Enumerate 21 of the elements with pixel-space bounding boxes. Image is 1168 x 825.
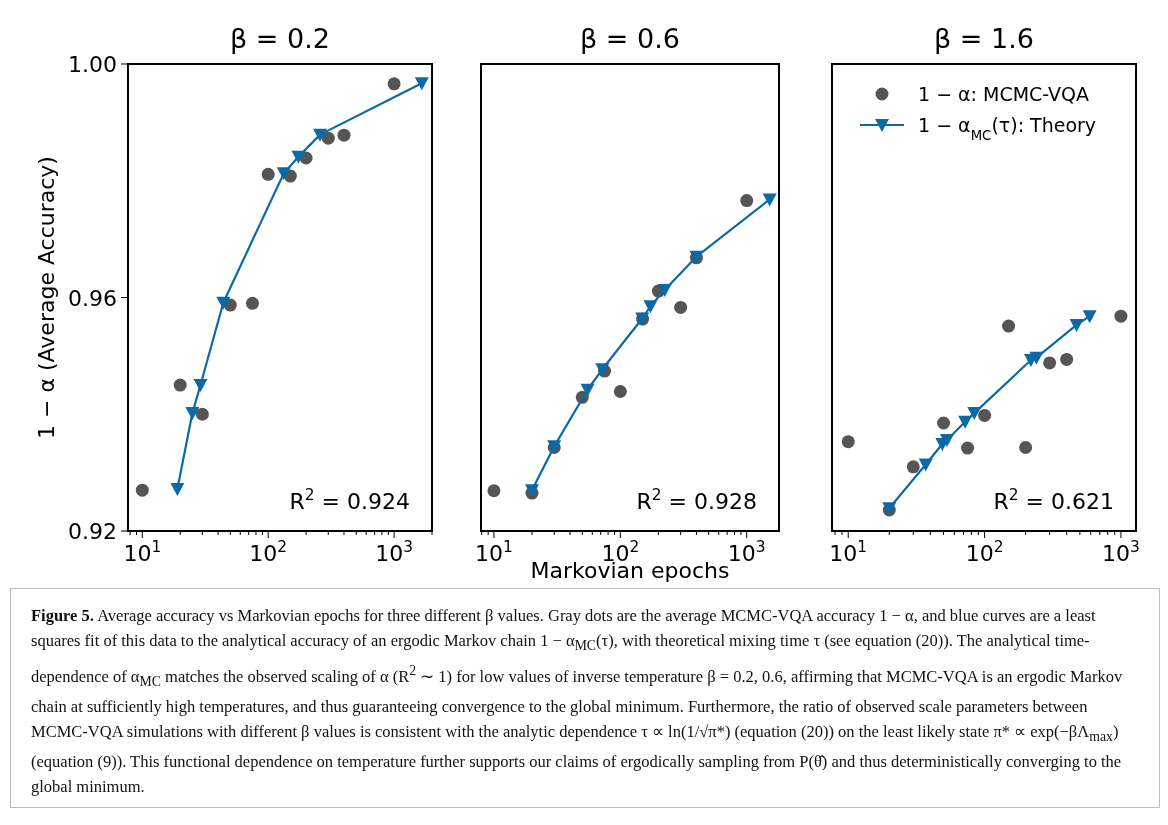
x-tick-label: 10$^{3}$ <box>375 538 413 566</box>
annotation: R$^{2}$ = 0.621 <box>993 486 1114 514</box>
x-tick-label: 10$^{3}$ <box>1102 538 1140 566</box>
chart-title: β = 0.2 <box>230 23 330 54</box>
x-tick-label: 10$^{3}$ <box>727 538 766 566</box>
text: Figure 5. Average accuracy vs Markovian epochs for three different β values. Gray dots are the average MCMC-VQA accuracy 1 − α, and blue curves are a least squares fit of this data to the analytical accuracy of an ergodic Markov chain 1 − α$_{MC}$(τ), with theoretical mixing time τ (see equation (20)). The analytical time-dependence of α$_{MC}$ matches the observed scaling of α (R$^{2}$ ∼ 1) for low values of inverse temperature β = 0.2, 0.6, affirming that MCMC-VQA is an ergodic Markov chain at sufficiently high temperatures, and thus guaranteeing convergence to the global minimum. Furthermore, the ratio of observed scale parameters between MCMC-VQA simulations with different β values is consistent with the analytic dependence τ ∝ ln(1/√π*) (equation (20)) on the least likely state π* ∝ exp(−βΛ$_{max}$) (equation (9)). This functional dependence on temperature further supports our claims of ergodically sampling from P(θ̂) and thus deterministically converging to the global minimum. <box>31 606 1123 797</box>
chart-title: β = 1.6 <box>934 23 1034 54</box>
y-axis-title: 1 − α (Average Accuracy) <box>34 156 59 439</box>
y-tick-label: 1.00 <box>68 52 117 77</box>
annotation: R$^{2}$ = 0.924 <box>289 486 410 514</box>
x-tick-label: 10$^{1}$ <box>475 538 513 566</box>
y-tick-label: 0.92 <box>68 519 117 544</box>
legend-label: 1 − α$_{MC}$(τ): Theory <box>918 114 1097 143</box>
x-tick-label: 10$^{1}$ <box>829 538 868 566</box>
chart-title: β = 0.6 <box>580 23 680 54</box>
legend-label: 1 − α: MCMC-VQA <box>918 83 1090 105</box>
x-tick-label: 10$^{2}$ <box>965 538 1004 566</box>
x-tick-label: 10$^{2}$ <box>249 538 288 566</box>
y-tick-label: 0.96 <box>68 285 117 311</box>
annotation: R$^{2}$ = 0.928 <box>636 486 757 514</box>
x-tick-label: 10$^{1}$ <box>123 538 162 566</box>
